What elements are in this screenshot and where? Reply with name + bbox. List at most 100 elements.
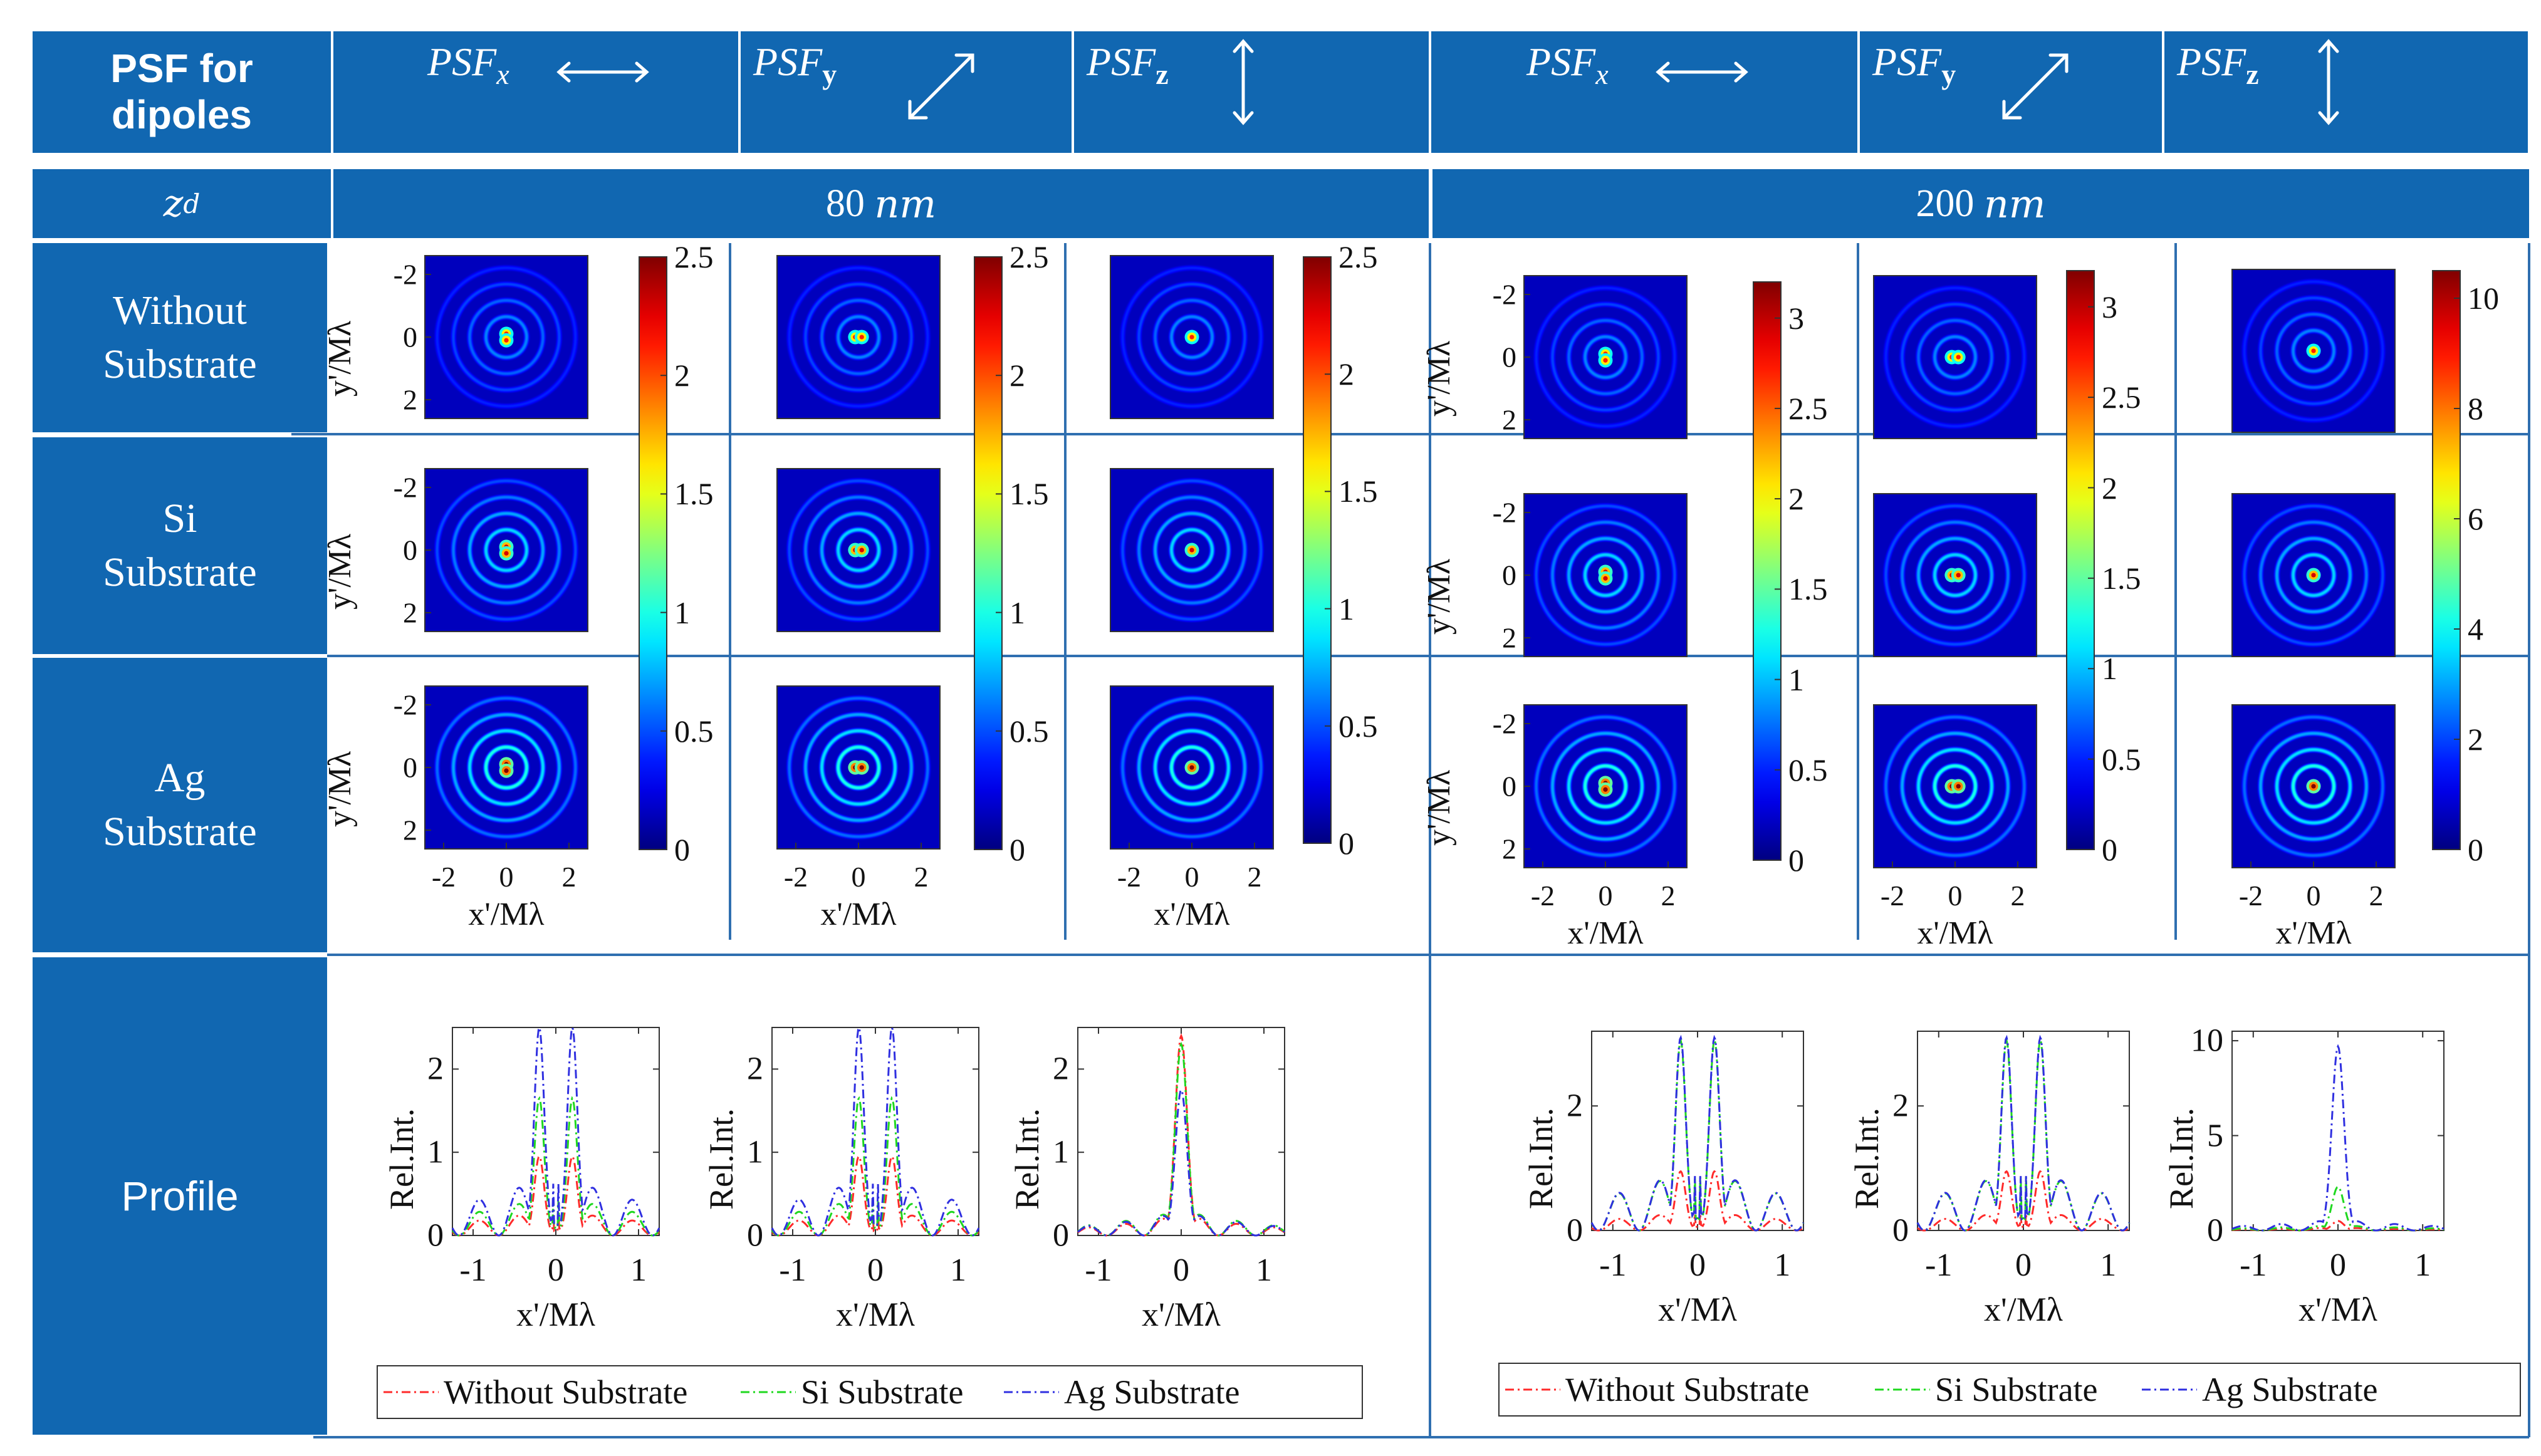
psf-frame (1110, 468, 1274, 632)
profile-y-tick-label: 2 (1567, 1088, 1583, 1124)
spot-core (1956, 355, 1961, 360)
psf-x-tick-label: 2 (561, 861, 577, 893)
profile-x-tick-label: 0 (2330, 1247, 2346, 1283)
psf-symbol: PSF (1872, 39, 1942, 84)
header-column-cell (333, 31, 738, 153)
profile-y-tick-label: 2 (427, 1051, 444, 1087)
spot-core (1603, 576, 1608, 581)
profile-series-without-substrate (771, 1155, 979, 1237)
colorbar-tick-label: 2 (674, 358, 690, 393)
colorbar-tick-label: 1.5 (1010, 476, 1049, 512)
psf-y-tick-label: 2 (403, 383, 417, 416)
psf-y-axis-label: y'/Mλ (322, 751, 358, 827)
spacer (1974, 182, 1984, 226)
psf-y-tick-label: 2 (403, 596, 417, 629)
psf-spot (1951, 568, 1966, 583)
psf-image (2231, 704, 2396, 868)
psf-y-axis-label: y'/Mλ (322, 533, 358, 610)
profile-x-tick-label: 0 (1173, 1252, 1189, 1288)
arrow-stroke (556, 61, 649, 83)
zd-unit: nm (1983, 180, 2046, 227)
psf-y-axis-label: y'/Mλ (1421, 769, 1457, 846)
psf-y-tick-label: -2 (1492, 496, 1516, 529)
psf-image (776, 685, 941, 850)
zd-number: 80 (825, 182, 865, 225)
colorbar-gradient (2066, 270, 2095, 850)
colorbar-tick-label: 2 (2102, 470, 2117, 506)
psf-x-tick-label: 0 (499, 861, 514, 893)
legend-entry-label: Si Substrate (1935, 1371, 2098, 1408)
zd-group-80-cell (333, 169, 1429, 238)
psf-y-tick-label: 2 (403, 814, 417, 846)
colorbar-tick-label: 2 (2468, 722, 2483, 757)
profile-x-tick-label: -1 (2240, 1247, 2267, 1283)
psf-image (1873, 493, 2037, 657)
colorbar-gradient (2432, 270, 2461, 850)
colorbar-tick-label: 2 (1010, 358, 1025, 393)
psf-x-tick-label: 2 (914, 861, 929, 893)
profile-x-tick-label: -1 (779, 1252, 806, 1288)
profile-x-tick-label: -1 (1925, 1247, 1953, 1283)
psf-x-tick-label: -2 (783, 861, 808, 893)
colorbar-tick-label: 0 (2102, 832, 2117, 867)
profile-chart (2231, 1031, 2444, 1232)
profile-x-axis-label: x'/Mλ (1142, 1296, 1221, 1333)
psf-x-tick-label: 0 (1184, 861, 1199, 893)
colorbar-tick-label: 1.5 (2102, 560, 2141, 596)
column-header-psf-z: PSFz (2177, 39, 2259, 91)
spot-core (1956, 573, 1961, 578)
profile-x-axis-label: x'/Mλ (2298, 1291, 2377, 1328)
psf-y-tick-label: -2 (1492, 707, 1516, 740)
psf-subscript: x (1595, 58, 1609, 90)
profile-series-ag-substrate (1077, 1088, 1285, 1237)
arrow-stroke (1656, 61, 1748, 83)
colorbar-tick-label: 2.5 (1338, 239, 1378, 274)
profile-x-tick-label: -1 (459, 1252, 487, 1288)
psf-subscript: z (1156, 58, 1169, 90)
psf-image (1110, 685, 1274, 850)
psf-image (2231, 269, 2396, 433)
arrow-stroke (1233, 39, 1254, 125)
psf-x-tick-label: 0 (2306, 880, 2321, 912)
psf-y-tick-label: 2 (1502, 833, 1516, 865)
profile-series-si-substrate (451, 1096, 660, 1237)
profile-y-tick-label: 0 (2207, 1212, 2223, 1249)
profile-series-si-substrate (1916, 1037, 2131, 1232)
colorbar (2066, 270, 2095, 850)
colorbar-tick-label: 0 (1010, 832, 1025, 867)
profile-y-tick-label: 1 (1053, 1134, 1069, 1170)
psf-y-tick-label: 0 (1502, 341, 1516, 373)
column-header-psf-x: PSFx (1526, 39, 1609, 91)
profile-x-tick-label: 1 (2100, 1247, 2117, 1283)
psf-frame (1873, 493, 2037, 657)
psf-x-axis-label: x'/Mλ (1567, 915, 1644, 951)
colorbar (639, 256, 667, 850)
profile-x-axis-label: x'/Mλ (836, 1296, 915, 1333)
zd-symbol: z (163, 182, 184, 226)
profile-series-without-substrate (1591, 1170, 1804, 1232)
row-label-cell (33, 437, 327, 654)
psf-image (776, 255, 941, 419)
diagonal-arrow-icon (2002, 53, 2069, 120)
spot-core (504, 551, 509, 556)
profile-x-tick-label: 0 (867, 1252, 884, 1288)
spot-core (859, 335, 864, 340)
column-header-psf-y: PSFy (1872, 39, 1956, 91)
profile-series-ag-substrate (2231, 1044, 2444, 1232)
colorbar-tick-label: 0.5 (1788, 752, 1828, 788)
colorbar-tick-label: 0 (1788, 843, 1804, 878)
psf-symbol: PSF (427, 39, 497, 84)
profile-x-tick-label: 0 (2015, 1247, 2032, 1283)
column-header-psf-x: PSFx (427, 39, 509, 91)
psf-x-tick-label: 2 (2010, 880, 2025, 912)
psf-image (1523, 704, 1688, 868)
psf-x-tick-label: -2 (1117, 861, 1142, 893)
colorbar-tick-label: 0.5 (1010, 713, 1049, 749)
profile-y-tick-label: 2 (1892, 1088, 1909, 1124)
colorbar-tick-label: 2.5 (1788, 390, 1828, 426)
spot-core (2311, 348, 2316, 353)
diagonal-arrow-icon (908, 53, 974, 120)
colorbar-tick-label: 1.5 (1788, 571, 1828, 607)
